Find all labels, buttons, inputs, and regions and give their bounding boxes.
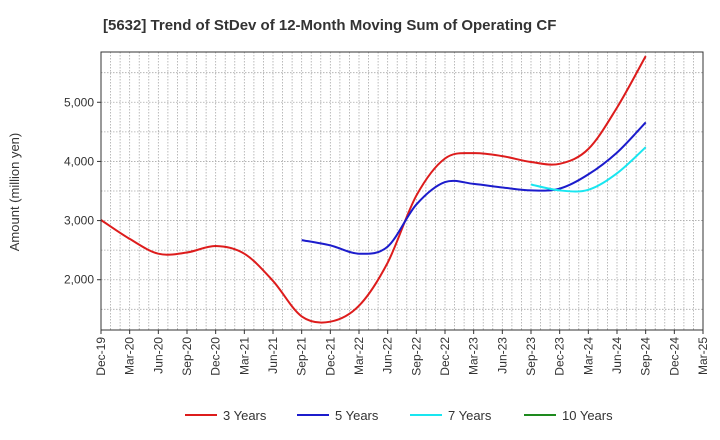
- x-tick-label: Dec-22: [438, 337, 452, 376]
- y-axis-label: Amount (million yen): [7, 133, 22, 252]
- x-tick-label: Sep-23: [524, 337, 538, 376]
- series-line-5-years: [301, 121, 647, 255]
- legend-label-10-years: 10 Years: [562, 408, 613, 423]
- x-tick-label: Sep-22: [409, 337, 423, 376]
- x-tick-label: Sep-24: [639, 337, 653, 376]
- series-group: [100, 55, 647, 324]
- series-line-3-years: [100, 55, 647, 324]
- y-tick-label: 3,000: [64, 214, 94, 228]
- x-tick-label: Dec-24: [667, 337, 681, 376]
- y-axis: 2,000 3,000 4,000 5,000: [64, 95, 101, 287]
- x-tick-label: Jun-24: [610, 337, 624, 374]
- x-tick-label: Jun-21: [266, 337, 280, 374]
- x-tick-label: Dec-23: [553, 337, 567, 376]
- legend-label-5-years: 5 Years: [335, 408, 379, 423]
- y-tick-label: 5,000: [64, 95, 94, 109]
- x-tick-label: Jun-22: [381, 337, 395, 374]
- y-tick-label: 2,000: [64, 273, 94, 287]
- x-tick-label: Mar-20: [123, 337, 137, 375]
- x-tick-label: Mar-22: [352, 337, 366, 375]
- x-tick-label: Dec-21: [323, 337, 337, 376]
- x-tick-label: Jun-23: [495, 337, 509, 374]
- x-tick-label: Dec-19: [94, 337, 108, 376]
- x-tick-label: Dec-20: [209, 337, 223, 376]
- x-tick-label: Mar-25: [696, 337, 710, 375]
- x-tick-label: Sep-20: [180, 337, 194, 376]
- legend-label-7-years: 7 Years: [448, 408, 492, 423]
- series-line-7-years: [530, 146, 647, 193]
- x-tick-label: Sep-21: [295, 337, 309, 376]
- x-tick-label: Mar-24: [581, 337, 595, 375]
- y-tick-label: 4,000: [64, 154, 94, 168]
- x-tick-label: Mar-23: [467, 337, 481, 375]
- x-tick-label: Mar-21: [237, 337, 251, 375]
- legend: 3 Years 5 Years 7 Years 10 Years: [185, 408, 613, 423]
- grid: [100, 52, 704, 330]
- chart-title: [5632] Trend of StDev of 12-Month Moving…: [103, 17, 556, 34]
- x-axis: Dec-19 Mar-20 Jun-20 Sep-20 Dec-20 Mar-21 Jun-…: [94, 330, 710, 376]
- legend-label-3-years: 3 Years: [223, 408, 267, 423]
- plot-frame: [100, 51, 704, 331]
- x-tick-label: Jun-20: [151, 337, 165, 374]
